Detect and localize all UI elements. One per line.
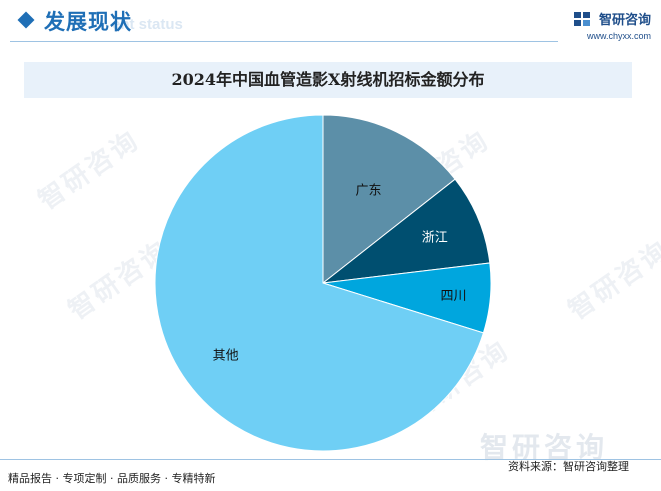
- brand-logo-icon: [573, 11, 590, 26]
- brand-url: www.chyxx.com: [586, 31, 651, 41]
- section-header: ent status 发展现状 智研咨询 www.chyxx.com: [0, 0, 661, 48]
- chart-title: 2024年中国血管造影X射线机招标金额分布: [24, 62, 632, 98]
- slice-label: 其他: [213, 349, 239, 364]
- diamond-icon: [17, 11, 35, 29]
- footer-divider: [0, 459, 661, 460]
- header-divider: [10, 41, 558, 42]
- brand-logo: 智研咨询 www.chyxx.com: [573, 8, 651, 41]
- slice-label: 广东: [355, 183, 381, 198]
- section-title: 发展现状: [44, 10, 132, 34]
- footer-source: 资料来源：智研咨询整理: [508, 460, 629, 473]
- pie-slice-4: [154, 114, 485, 452]
- slice-label: 浙江: [422, 231, 448, 246]
- watermark-logo-text: 智研咨询: [480, 431, 609, 464]
- footer-tagline: 精品报告 · 专项定制 · 品质服务 · 专精特新: [8, 472, 216, 485]
- slice-label: 四川: [440, 289, 466, 304]
- pie-slice-2: [321, 178, 491, 284]
- section-subtitle: ent status: [112, 16, 183, 33]
- pie-slice-1: [322, 114, 456, 285]
- brand-name: 智研咨询: [598, 13, 651, 28]
